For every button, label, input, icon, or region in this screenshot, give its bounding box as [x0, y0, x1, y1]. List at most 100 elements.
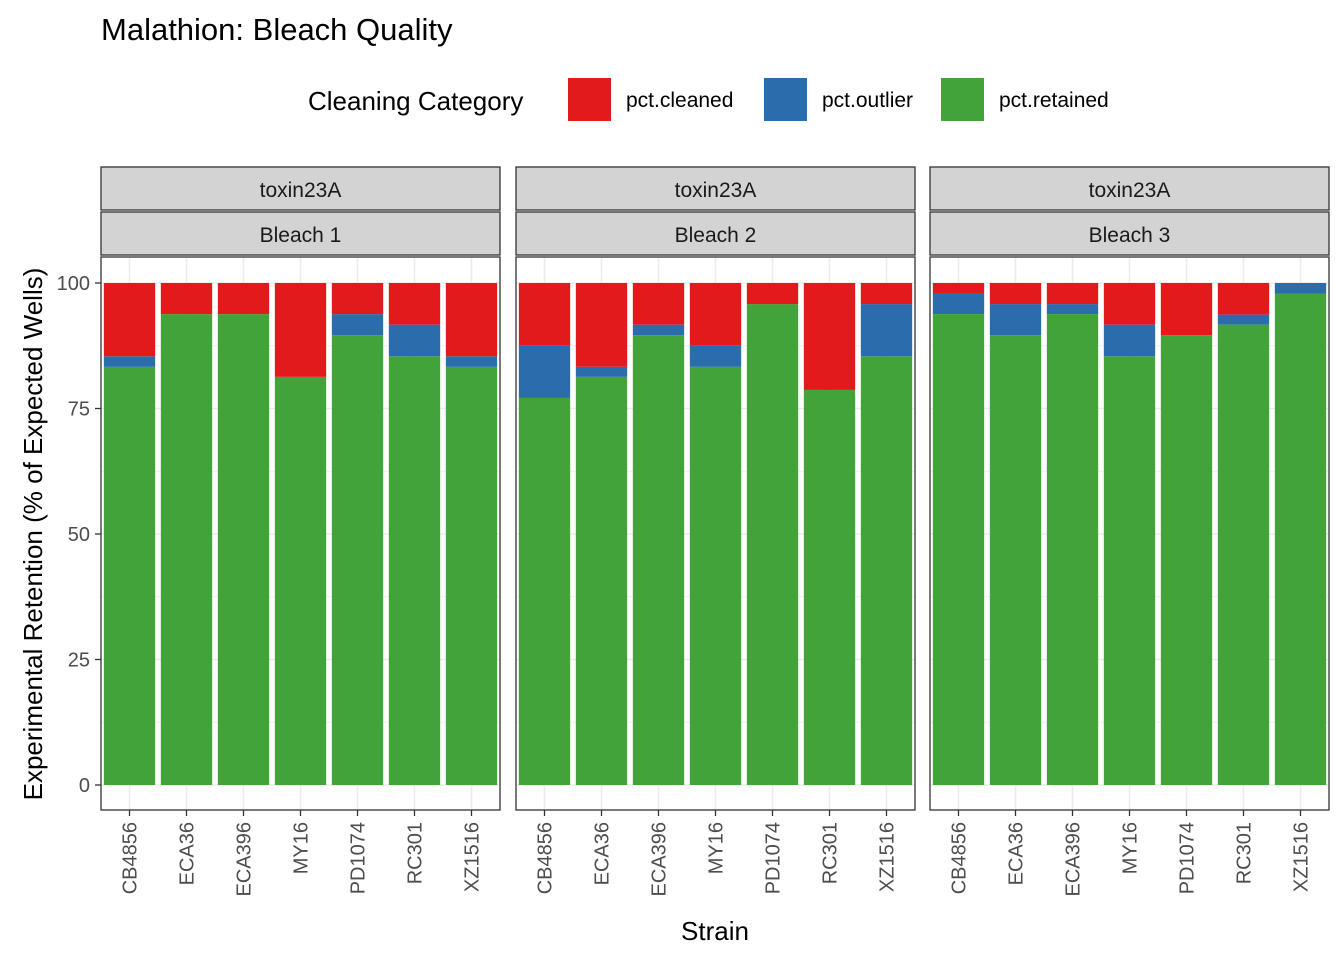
legend-key-pct-cleaned	[568, 78, 611, 121]
facet-strip-bottom-label: Bleach 2	[675, 224, 757, 247]
bar-pct-retained-RC301	[803, 389, 856, 785]
facet-strip-top	[929, 166, 1330, 211]
bar-pct-retained-PD1074	[746, 304, 799, 785]
x-tick-label: CB4856	[120, 822, 142, 894]
x-tick-label: ECA36	[1006, 822, 1028, 885]
bar-pct-outlier-CB4856	[518, 345, 571, 398]
bar-pct-retained-ECA36	[575, 376, 628, 785]
legend-entries: pct.cleaned pct.outlier pct.retained	[568, 78, 1109, 121]
bar-pct-retained-PD1074	[331, 335, 384, 785]
facet-panel-1: toxin23A Bleach 1 CB4856 ECA36 ECA396 MY16 PD1…	[57, 166, 501, 897]
bar-pct-outlier-ECA396	[632, 324, 685, 336]
bar-pct-retained-ECA396	[217, 314, 270, 785]
x-tick-label: XZ1516	[462, 822, 484, 892]
bar-pct-retained-MY16	[1103, 356, 1156, 785]
x-tick-label: RC301	[820, 822, 842, 884]
legend-label: pct.cleaned	[626, 89, 733, 112]
bar-pct-cleaned-ECA36	[160, 283, 213, 315]
x-tick-label: PD1074	[1177, 822, 1199, 894]
x-tick-label: MY16	[291, 822, 313, 874]
bar-pct-cleaned-CB4856	[103, 283, 156, 357]
bar-pct-cleaned-MY16	[689, 283, 742, 346]
bar-pct-outlier-ECA36	[575, 366, 628, 377]
bars	[932, 283, 1327, 785]
facet-panel-2: toxin23A Bleach 2 CB4856 ECA36 ECA396 MY16 PD1…	[515, 166, 916, 897]
bar-pct-cleaned-CB4856	[932, 283, 985, 294]
x-tick-label: ECA396	[234, 822, 256, 897]
bar-pct-cleaned-RC301	[388, 283, 441, 325]
x-tick-label: ECA36	[177, 822, 199, 885]
bar-pct-cleaned-ECA36	[989, 283, 1042, 305]
legend-label: pct.retained	[999, 89, 1109, 112]
facet-panel-3: toxin23A Bleach 3 CB4856 ECA36 ECA396 MY16 PD1…	[929, 166, 1330, 897]
bar-pct-retained-ECA36	[989, 335, 1042, 785]
bar-pct-cleaned-XZ1516	[445, 283, 498, 357]
bar-pct-cleaned-MY16	[1103, 283, 1156, 325]
bar-pct-outlier-PD1074	[331, 314, 384, 336]
bar-pct-cleaned-CB4856	[518, 283, 571, 346]
y-tick-label: 100	[57, 273, 90, 295]
facet-strip-top-label: toxin23A	[260, 179, 342, 202]
facet-strip-top	[515, 166, 916, 211]
bar-pct-retained-XZ1516	[445, 366, 498, 785]
bar-pct-retained-MY16	[689, 366, 742, 785]
y-tick-label: 25	[68, 650, 90, 672]
bar-pct-retained-ECA396	[1046, 314, 1099, 785]
bar-pct-cleaned-RC301	[1217, 283, 1270, 315]
y-tick-label: 50	[68, 524, 90, 546]
bar-pct-retained-MY16	[274, 376, 327, 785]
bar-pct-outlier-XZ1516	[1274, 283, 1327, 294]
bar-pct-cleaned-ECA36	[575, 283, 628, 367]
facet-panels: toxin23A Bleach 1 CB4856 ECA36 ECA396 MY16 PD1…	[57, 166, 1330, 897]
facet-strip-top	[100, 166, 501, 211]
legend-key-pct-retained	[941, 78, 984, 121]
x-tick-label: ECA396	[1063, 822, 1085, 897]
bars	[103, 283, 498, 785]
bar-pct-retained-CB4856	[103, 366, 156, 785]
x-tick-label: PD1074	[348, 822, 370, 894]
x-tick-label: ECA396	[649, 822, 671, 897]
bar-pct-cleaned-ECA396	[632, 283, 685, 325]
bar-pct-retained-CB4856	[518, 397, 571, 785]
x-tick-label: CB4856	[535, 822, 557, 894]
x-tick-label: CB4856	[949, 822, 971, 894]
x-tick-label: XZ1516	[877, 822, 899, 892]
bar-pct-cleaned-RC301	[803, 283, 856, 390]
chart-title: Malathion: Bleach Quality	[101, 12, 453, 47]
facet-strip-bottom	[929, 211, 1330, 256]
facet-strip-top-label: toxin23A	[1089, 179, 1171, 202]
facet-strip-bottom	[515, 211, 916, 256]
bar-pct-cleaned-XZ1516	[860, 283, 913, 305]
x-tick-label: RC301	[1234, 822, 1256, 884]
y-axis-title: Experimental Retention (% of Expected We…	[18, 268, 48, 801]
x-tick-label: XZ1516	[1291, 822, 1313, 892]
bar-pct-retained-RC301	[388, 356, 441, 785]
bar-pct-outlier-MY16	[689, 345, 742, 367]
x-axis: CB4856 ECA36 ECA396 MY16 PD1074 RC301 XZ1516	[120, 810, 484, 897]
bar-pct-retained-XZ1516	[860, 356, 913, 785]
facet-strip-bottom-label: Bleach 1	[260, 224, 342, 247]
bar-pct-outlier-RC301	[388, 324, 441, 357]
legend: Cleaning Category pct.cleaned pct.outlier…	[308, 78, 1109, 121]
bar-pct-outlier-CB4856	[932, 293, 985, 315]
x-tick-label: MY16	[706, 822, 728, 874]
bar-pct-cleaned-ECA396	[1046, 283, 1099, 305]
bar-pct-cleaned-ECA396	[217, 283, 270, 315]
bar-pct-cleaned-PD1074	[331, 283, 384, 315]
x-axis-title: Strain	[681, 916, 749, 946]
bar-pct-retained-RC301	[1217, 324, 1270, 785]
y-axis: 0 25 50 75 100	[57, 273, 101, 797]
bar-pct-outlier-XZ1516	[860, 304, 913, 357]
x-tick-label: PD1074	[763, 822, 785, 894]
bar-pct-cleaned-PD1074	[1160, 283, 1213, 336]
y-tick-label: 75	[68, 399, 90, 421]
x-axis: CB4856 ECA36 ECA396 MY16 PD1074 RC301 XZ1516	[949, 810, 1313, 897]
facet-strip-bottom	[100, 211, 501, 256]
facet-strip-bottom-label: Bleach 3	[1089, 224, 1171, 247]
bar-pct-retained-XZ1516	[1274, 293, 1327, 785]
bars	[518, 283, 913, 785]
bar-pct-retained-CB4856	[932, 314, 985, 785]
x-tick-label: ECA36	[592, 822, 614, 885]
x-axis: CB4856 ECA36 ECA396 MY16 PD1074 RC301 XZ1516	[535, 810, 899, 897]
